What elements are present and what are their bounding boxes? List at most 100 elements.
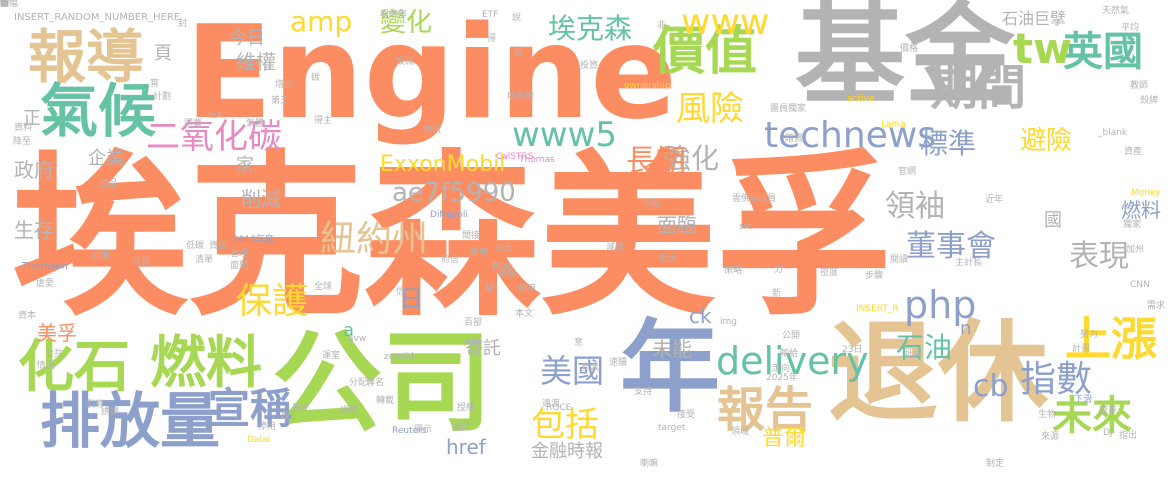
word-41: 埃克森	[548, 12, 633, 45]
word-185: 需求	[1147, 301, 1166, 311]
word-188: 得	[487, 34, 497, 44]
word-158: 主計長	[955, 258, 983, 268]
word-101: 獨家	[1123, 220, 1142, 230]
word-107: 全球	[314, 282, 333, 292]
word-130: 虐愛	[36, 279, 55, 289]
word-30: delivery	[716, 339, 869, 383]
word-154: 間接	[462, 231, 481, 241]
word-15: www5	[512, 115, 618, 155]
word-16: 二氧化碳	[146, 117, 282, 157]
word-132: 清單	[195, 255, 214, 265]
word-58: href	[446, 435, 486, 459]
word-174: 閱讀	[890, 255, 909, 265]
word-153: 延伸	[470, 248, 489, 258]
word-23: 上漲	[1065, 312, 1157, 366]
word-24: 指數	[1020, 359, 1093, 400]
word-165: 變革	[1099, 406, 1118, 416]
word-70: ETF	[482, 10, 499, 20]
word-56: 普爾	[762, 426, 807, 451]
word-121: 走向	[772, 364, 791, 374]
word-150: 參與	[498, 269, 517, 279]
word-84: avw	[348, 334, 367, 344]
word-114: 授權	[457, 403, 476, 413]
word-10: 期間	[930, 60, 1027, 116]
word-92: CNN	[1130, 280, 1150, 290]
word-129: 引導	[86, 400, 105, 410]
word-164: 喇嘛	[640, 459, 659, 469]
word-73: Thomas	[519, 155, 555, 165]
word-78: Lama	[881, 120, 906, 130]
word-104: 下滑	[1074, 395, 1093, 405]
word-151: 鎖頭	[492, 262, 511, 272]
word-145: 第三	[271, 96, 290, 106]
word-148: 所有權	[507, 92, 535, 102]
word-82: ROCE	[546, 403, 572, 413]
word-133: 面對	[230, 261, 249, 271]
word-160: 官網	[898, 167, 917, 177]
word-81: _blank	[1098, 128, 1128, 138]
word-8: 氣候	[40, 77, 157, 145]
word-61: 面臨	[657, 213, 697, 237]
word-173: 力	[774, 265, 784, 275]
word-178: 段	[281, 411, 291, 421]
word-171: 遠渡	[542, 399, 561, 409]
word-27: 未來	[1052, 393, 1132, 439]
word-161: 團員獨家	[770, 104, 807, 114]
word-113: 轉載	[376, 396, 395, 406]
word-77: Money	[1131, 188, 1161, 198]
word-25: cb	[973, 369, 1009, 404]
word-117: 支持	[634, 387, 653, 397]
word-179: 運室	[322, 351, 341, 361]
word-33: 表現	[1069, 239, 1129, 274]
word-80: ownership	[624, 81, 671, 91]
word-100: 資產	[1124, 147, 1143, 157]
word-32: 包括	[531, 405, 599, 445]
word-152: 投票	[495, 244, 514, 254]
word-2: Engine	[185, 0, 677, 148]
word-126: 資本	[18, 311, 37, 321]
word-131: 改善	[132, 257, 151, 267]
word-183: 大幅	[463, 338, 482, 348]
word-149: 投資	[580, 61, 599, 71]
word-192: 提出	[659, 254, 678, 264]
word-138: 產品	[100, 179, 119, 189]
word-9: 價值	[653, 22, 758, 82]
word-134: 管理	[230, 249, 249, 259]
word-146: 得主	[314, 116, 333, 126]
word-62: ck	[689, 304, 712, 328]
word-40: 長期	[626, 144, 686, 179]
word-118: 速贖	[609, 358, 628, 368]
word-167: 密度	[820, 268, 839, 278]
word-157: 成員	[758, 194, 777, 204]
word-115: 捕捉	[452, 423, 471, 433]
word-109: 顯示	[414, 425, 433, 435]
word-112: 調整	[340, 406, 359, 416]
word-102: 加州	[1126, 245, 1145, 255]
word-50: 生存	[14, 218, 54, 242]
word-125: 生物	[1038, 410, 1057, 420]
word-67: 正	[23, 108, 41, 129]
word-144: 增加	[275, 80, 294, 90]
word-87: INSERT_R	[856, 304, 899, 314]
word-34: 董事會	[906, 229, 996, 264]
word-83: zoneid	[384, 352, 414, 362]
word-48: 企業	[88, 148, 124, 169]
word-156: 雲佛羅	[732, 194, 760, 204]
word-35: 領袖	[885, 189, 945, 224]
word-147: 智訊	[423, 126, 442, 136]
word-31: 美國	[540, 352, 605, 390]
word-176: 減排	[606, 243, 625, 253]
word-175: 步驟	[865, 271, 884, 281]
word-51: 政府	[14, 158, 54, 182]
word-202: 傳幅	[0, 0, 19, 9]
word-11: 英國	[1063, 29, 1143, 75]
word-53: 日	[399, 285, 423, 313]
word-12: tw	[1013, 24, 1072, 73]
word-163: 制定	[986, 459, 1005, 469]
word-198: 給	[0, 0, 10, 9]
word-166: 贈賣	[785, 134, 804, 144]
word-4: 公司	[272, 319, 492, 447]
word-14: technews	[764, 115, 937, 156]
word-37: 標準	[920, 127, 977, 160]
